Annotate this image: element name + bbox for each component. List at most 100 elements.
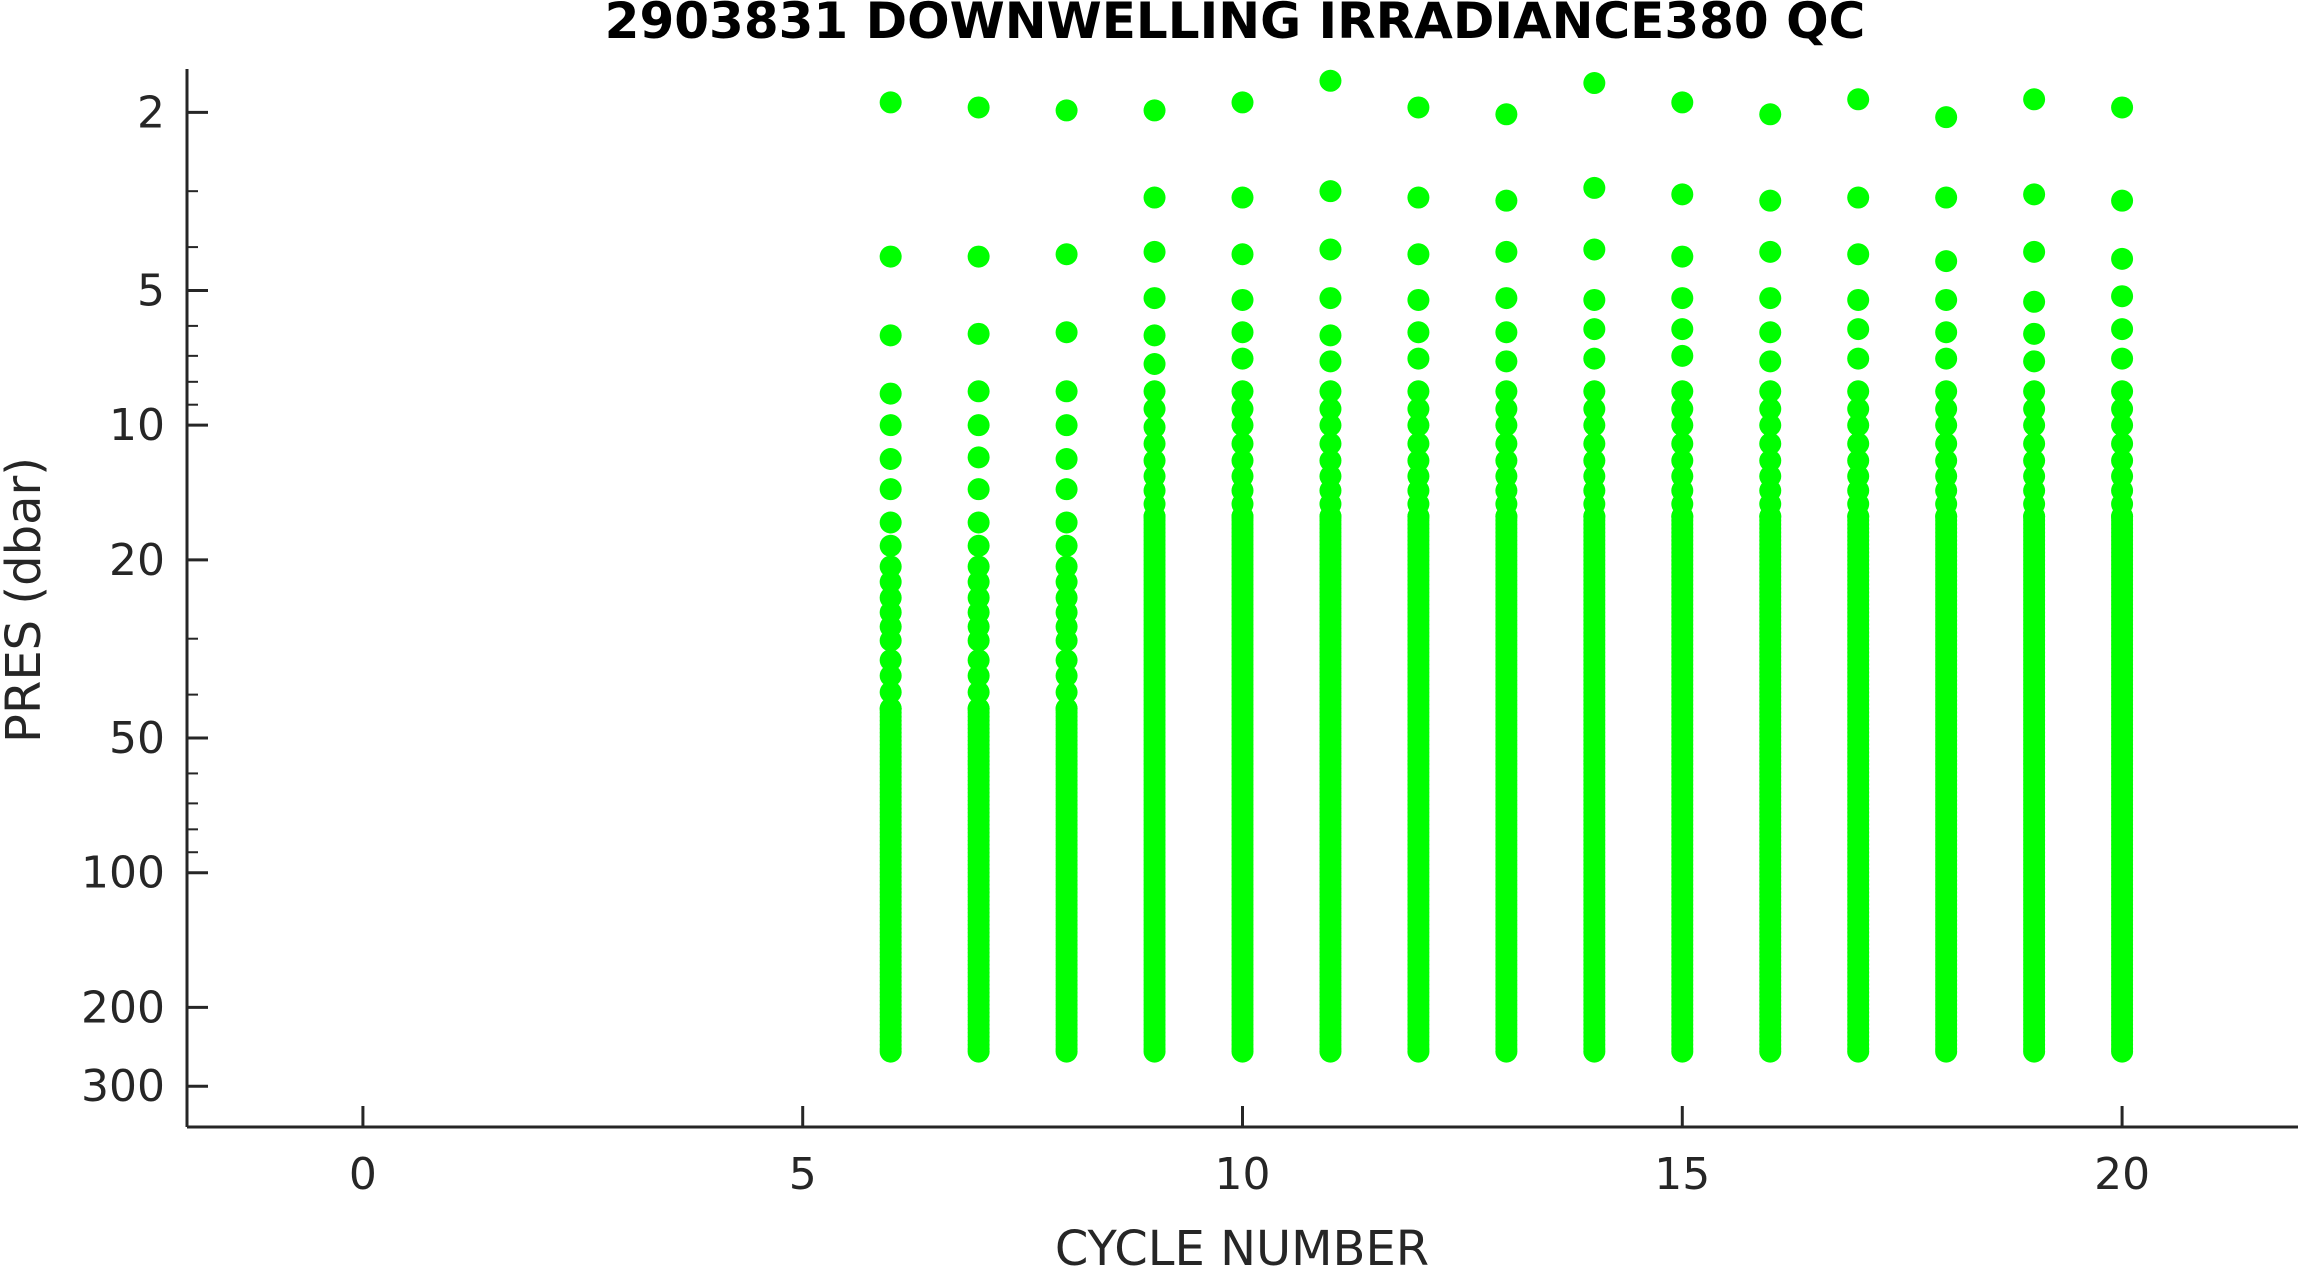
data-point [1583, 238, 1606, 261]
data-point [1935, 321, 1958, 344]
data-point [1231, 347, 1254, 370]
data-point [1143, 432, 1166, 455]
data-point [1495, 240, 1518, 263]
data-point [1847, 243, 1870, 266]
data-point [1583, 449, 1606, 472]
data-point [1671, 344, 1694, 367]
data-point [1847, 397, 1870, 420]
data-point [1495, 414, 1518, 437]
data-point [1847, 414, 1870, 437]
data-point [1935, 250, 1958, 273]
data-point [1407, 449, 1430, 472]
data-point [879, 478, 902, 501]
data-point [1495, 449, 1518, 472]
data-point [1847, 347, 1870, 370]
data-point [1495, 1040, 1518, 1063]
data-point [879, 245, 902, 268]
data-point [1847, 1040, 1870, 1063]
y-tick-label: 100 [81, 848, 165, 899]
data-point [2111, 247, 2134, 270]
data-point [1847, 449, 1870, 472]
data-point [2111, 397, 2134, 420]
data-point [967, 245, 990, 268]
x-tick-label: 15 [1654, 1149, 1710, 1200]
data-point [2023, 350, 2046, 373]
data-point [1143, 397, 1166, 420]
data-point [1143, 287, 1166, 310]
data-point [1319, 69, 1342, 92]
data-point [1407, 414, 1430, 437]
data-point [1847, 380, 1870, 403]
data-point [1847, 432, 1870, 455]
data-point [2111, 432, 2134, 455]
data-point [1671, 414, 1694, 437]
y-tick-label: 200 [81, 982, 165, 1033]
data-point [1231, 397, 1254, 420]
data-point [967, 664, 990, 687]
y-tick-label: 2 [137, 87, 165, 138]
data-point [1231, 186, 1254, 209]
data-point [1319, 414, 1342, 437]
data-point [1759, 449, 1782, 472]
data-point [1671, 318, 1694, 341]
data-point [1583, 432, 1606, 455]
x-tick-label: 10 [1215, 1149, 1271, 1200]
data-point [1671, 432, 1694, 455]
data-point [879, 681, 902, 704]
chart-title: 2903831 DOWNWELLING IRRADIANCE380 QC [605, 0, 1866, 50]
data-point [1407, 1040, 1430, 1063]
data-point [967, 478, 990, 501]
x-axis-label: CYCLE NUMBER [1055, 1221, 1429, 1269]
data-point [1319, 432, 1342, 455]
data-point [1935, 186, 1958, 209]
data-point [1495, 432, 1518, 455]
data-point [1407, 432, 1430, 455]
data-layer [879, 69, 2134, 1063]
y-tick-label: 20 [109, 535, 165, 586]
data-point [1671, 287, 1694, 310]
data-point [1055, 243, 1078, 266]
data-point [1935, 1040, 1958, 1063]
data-point [1319, 324, 1342, 347]
data-point [1935, 380, 1958, 403]
data-point [1143, 324, 1166, 347]
data-point [1671, 91, 1694, 114]
data-point [967, 1040, 990, 1063]
data-point [1055, 570, 1078, 593]
data-point [967, 322, 990, 345]
data-point [1143, 99, 1166, 122]
data-point [1935, 347, 1958, 370]
data-point [1759, 432, 1782, 455]
data-point [1671, 245, 1694, 268]
data-point [1231, 243, 1254, 266]
data-point [2023, 414, 2046, 437]
data-point [879, 649, 902, 672]
y-axis-label: PRES (dbar) [0, 457, 52, 743]
data-point [1759, 397, 1782, 420]
data-point [2111, 96, 2134, 119]
data-point [1495, 397, 1518, 420]
data-point [967, 446, 990, 469]
data-point [1407, 186, 1430, 209]
data-point [2111, 189, 2134, 212]
data-point [2111, 449, 2134, 472]
data-point [2111, 1040, 2134, 1063]
data-point [1671, 449, 1694, 472]
y-tick-label: 10 [109, 400, 165, 451]
data-point [2111, 318, 2134, 341]
data-point [1143, 449, 1166, 472]
data-point [1231, 414, 1254, 437]
data-point [1407, 243, 1430, 266]
data-point [1055, 681, 1078, 704]
data-point [1319, 287, 1342, 310]
data-point [2023, 432, 2046, 455]
data-point [1319, 1040, 1342, 1063]
data-point [2023, 449, 2046, 472]
data-point [1759, 287, 1782, 310]
data-point [1583, 318, 1606, 341]
data-point [1055, 321, 1078, 344]
data-point [1143, 186, 1166, 209]
data-point [1935, 106, 1958, 129]
data-point [879, 629, 902, 652]
